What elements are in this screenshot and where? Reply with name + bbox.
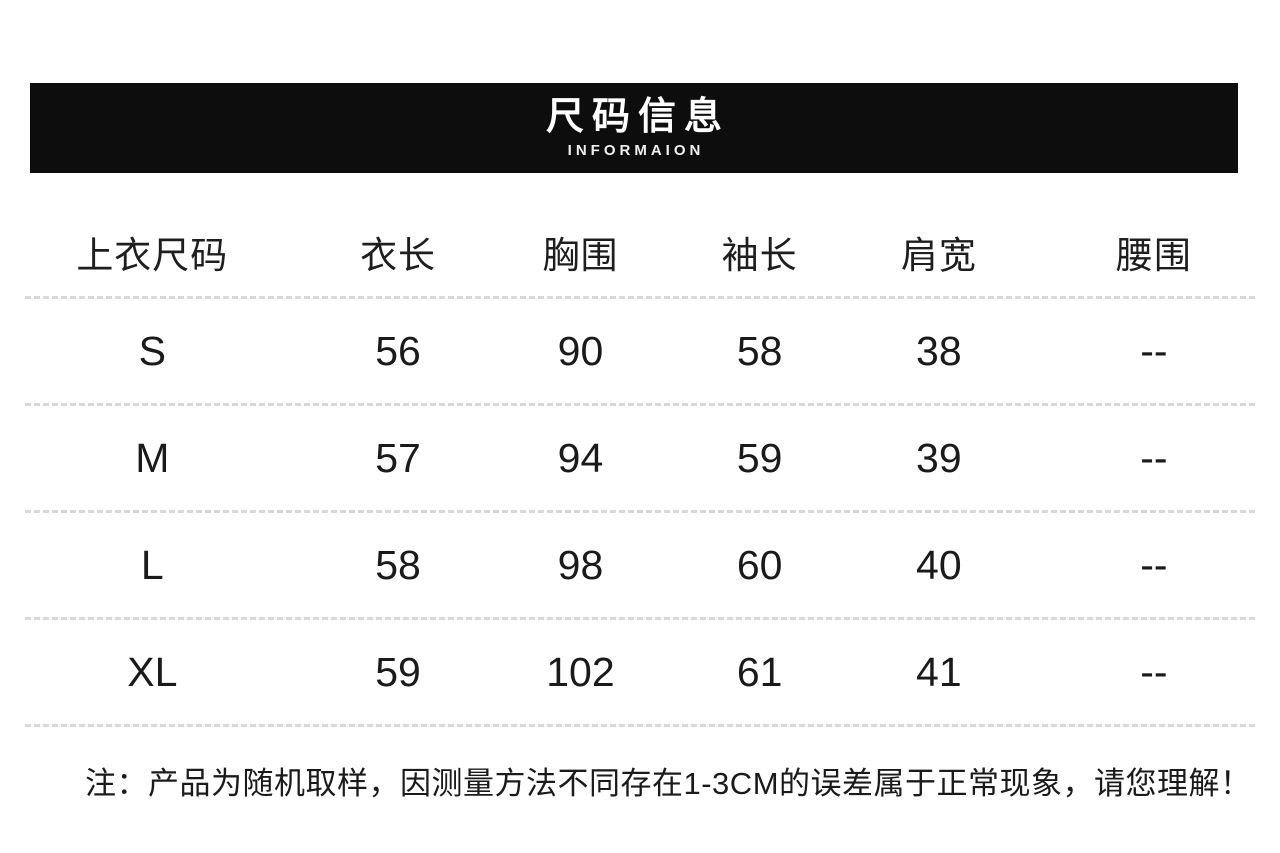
- table-cell: 94: [557, 434, 604, 481]
- column-header-waist: 腰围: [1115, 235, 1192, 276]
- table-row-l: L 58 98 60 40 --: [0, 513, 1280, 617]
- table-cell: --: [1140, 541, 1168, 588]
- column-header-shoulder: 肩宽: [900, 235, 977, 276]
- column-header-bust: 胸围: [542, 235, 619, 276]
- table-row-m: M 57 94 59 39 --: [0, 406, 1280, 510]
- table-cell: 90: [557, 327, 604, 374]
- table-cell: 38: [916, 327, 962, 374]
- table-header-row: 上衣尺码 衣长 胸围 袖长 肩宽 腰围: [0, 208, 1280, 296]
- size-table: 上衣尺码 衣长 胸围 袖长 肩宽 腰围 S 56 90 58 38 -- M 5…: [0, 208, 1280, 727]
- dashed-divider: [25, 510, 1255, 513]
- dashed-divider: [25, 403, 1255, 406]
- measurement-note: 注：产品为随机取样，因测量方法不同存在1-3CM的误差属于正常现象，请您理解！: [85, 766, 1252, 801]
- dashed-divider: [25, 724, 1255, 727]
- column-header-size: 上衣尺码: [76, 235, 229, 276]
- dashed-divider: [25, 296, 1255, 299]
- table-cell: 98: [557, 541, 604, 588]
- size-cell: M: [135, 434, 170, 481]
- size-cell: XL: [127, 648, 178, 695]
- table-cell: --: [1140, 434, 1168, 481]
- size-info-banner: 尺码信息 INFORMAION: [30, 83, 1238, 173]
- table-cell: --: [1140, 648, 1168, 695]
- size-cell: L: [140, 541, 164, 588]
- table-cell: 56: [375, 327, 421, 374]
- column-header-sleeve: 袖长: [721, 235, 798, 276]
- table-cell: 58: [375, 541, 421, 588]
- size-cell: S: [138, 327, 166, 374]
- table-cell: 39: [916, 434, 962, 481]
- dashed-divider: [25, 617, 1255, 620]
- banner-subtitle: INFORMAION: [567, 142, 705, 160]
- table-cell: 60: [736, 541, 783, 588]
- table-cell: 40: [916, 541, 962, 588]
- banner-title: 尺码信息: [545, 95, 730, 138]
- table-cell: --: [1140, 327, 1168, 374]
- table-cell: 102: [546, 648, 615, 695]
- table-row-s: S 56 90 58 38 --: [0, 299, 1280, 403]
- table-cell: 58: [736, 327, 783, 374]
- table-cell: 57: [375, 434, 421, 481]
- column-header-length: 衣长: [360, 235, 437, 276]
- table-cell: 61: [736, 648, 783, 695]
- table-cell: 59: [736, 434, 783, 481]
- table-row-xl: XL 59 102 61 41 --: [0, 620, 1280, 724]
- table-cell: 59: [375, 648, 421, 695]
- table-cell: 41: [916, 648, 962, 695]
